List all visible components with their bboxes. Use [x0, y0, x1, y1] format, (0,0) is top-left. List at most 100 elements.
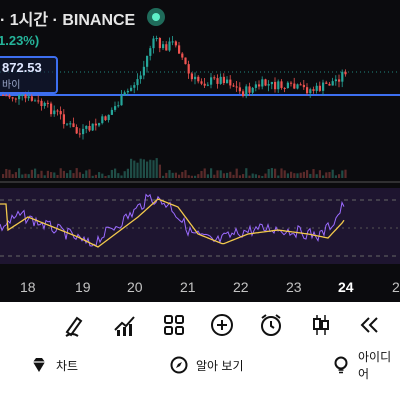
candle-body: [62, 114, 65, 125]
candle-body: [162, 44, 165, 49]
candle-body: [59, 111, 62, 115]
volume-bar: [110, 169, 113, 178]
candle-body: [338, 79, 341, 82]
volume-bar: [238, 175, 241, 178]
volume-bar: [248, 175, 251, 178]
compass-icon: [170, 356, 188, 374]
volume-bar: [85, 170, 88, 178]
candle-body: [312, 89, 315, 91]
indicators-button[interactable]: [110, 310, 140, 340]
candle-body: [110, 109, 113, 115]
add-button[interactable]: [207, 310, 237, 340]
chart-canvas[interactable]: [0, 0, 400, 302]
candle-body: [171, 41, 174, 43]
volume-bar: [43, 175, 46, 178]
chart-type-button[interactable]: [306, 310, 336, 340]
price-label: 바이: [2, 80, 21, 91]
nav-explore[interactable]: 알아 보기: [170, 352, 244, 378]
volume-bar: [309, 173, 312, 178]
volume-bar: [46, 170, 49, 178]
candle-body: [114, 106, 117, 110]
candle-body: [14, 98, 17, 100]
volume-bar: [165, 172, 168, 178]
candle-body: [331, 81, 334, 86]
volume-bar: [21, 174, 24, 178]
candle-body: [72, 123, 75, 128]
alert-button[interactable]: [256, 310, 286, 340]
volume-bar: [322, 175, 325, 178]
volume-bar: [98, 172, 101, 178]
volume-bar: [190, 175, 193, 178]
candle-body: [242, 91, 245, 97]
volume-bar: [277, 175, 280, 178]
candle-body: [341, 71, 344, 82]
candle-body: [130, 87, 133, 91]
candle-body: [222, 76, 225, 84]
volume-bar: [184, 170, 187, 178]
layouts-button[interactable]: [159, 310, 189, 340]
volume-bar: [30, 169, 33, 178]
candle-body: [258, 84, 261, 87]
symbol-title[interactable]: · 1시간 · BINANCE: [0, 12, 136, 29]
candle-body: [43, 102, 46, 107]
candle-body: [296, 84, 299, 89]
volume-bar: [229, 171, 232, 178]
candle-body: [174, 41, 177, 46]
volume-bar: [27, 174, 30, 178]
volume-bar: [139, 158, 142, 178]
price-input-box[interactable]: 872.53 바이: [0, 56, 58, 94]
candle-body: [69, 123, 72, 125]
candle-body: [11, 97, 14, 99]
draw-tool-button[interactable]: [60, 310, 90, 340]
candle-body: [274, 81, 277, 90]
candle-body: [40, 100, 43, 107]
candle-body: [216, 78, 219, 84]
volume-bar: [245, 168, 248, 178]
volume-bar: [280, 168, 283, 178]
x-axis-label: 20: [127, 279, 143, 295]
candle-body: [18, 94, 21, 100]
volume-bar: [270, 168, 273, 178]
x-axis-label: 24: [338, 279, 354, 295]
plus-circle-icon: [211, 314, 233, 336]
volume-bar: [261, 175, 264, 178]
volume-bar: [50, 172, 53, 178]
price-chart[interactable]: · 1시간 · BINANCE 1.23%) 872.53 바이 18 19 2…: [0, 0, 400, 302]
candle-body: [306, 87, 309, 94]
volume-bar: [293, 173, 296, 178]
volume-bar: [213, 174, 216, 178]
volume-bar: [171, 172, 174, 178]
replay-button[interactable]: [354, 310, 384, 340]
pen-icon: [65, 316, 83, 337]
candle-body: [8, 95, 11, 98]
candle-body: [107, 114, 110, 121]
candle-body: [245, 86, 248, 97]
volume-bar: [232, 174, 235, 178]
volume-bar: [200, 170, 203, 178]
candle-body: [229, 79, 232, 86]
volume-bar: [242, 174, 245, 178]
volume-bar: [133, 160, 136, 178]
candle-body: [190, 73, 193, 80]
candle-body: [142, 66, 145, 76]
volume-bar: [222, 173, 225, 178]
volume-bar: [274, 168, 277, 178]
volume-bar: [88, 169, 91, 178]
volume-bar: [210, 168, 213, 178]
volume-bar: [296, 173, 299, 178]
volume-bar: [203, 168, 206, 178]
candle-body: [24, 94, 27, 99]
volume-bar: [162, 175, 165, 178]
volume-bar: [72, 173, 75, 178]
candle-body: [200, 81, 203, 84]
volume-bar: [197, 174, 200, 178]
x-axis-label: 2: [392, 279, 400, 295]
volume-bar: [114, 168, 117, 178]
volume-bar: [142, 159, 145, 178]
nav-chart-label: 차트: [56, 358, 79, 373]
candle-body: [206, 84, 209, 86]
nav-ideas[interactable]: 아이디어: [332, 350, 400, 381]
candle-body: [325, 82, 328, 84]
nav-chart[interactable]: 차트: [30, 352, 78, 378]
x-axis-label: 23: [286, 279, 302, 295]
